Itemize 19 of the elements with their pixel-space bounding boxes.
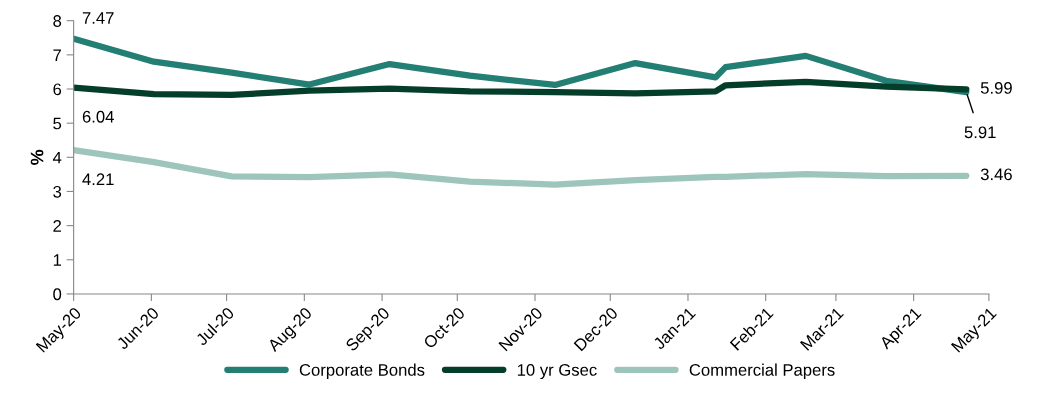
- y-tick-label: 5: [53, 117, 62, 130]
- y-tick-label: 3: [53, 185, 62, 198]
- y-tick-label: 8: [53, 15, 62, 27]
- data-label: 3.46: [980, 168, 1012, 181]
- y-tick-label: 1: [53, 254, 62, 266]
- data-label: 5.91: [964, 126, 996, 139]
- y-tick-label: 2: [53, 220, 61, 232]
- data-label: 6.04: [82, 110, 114, 123]
- y-tick-label: 0: [53, 288, 62, 301]
- y-tick-label: 6: [53, 83, 62, 96]
- legend-label: 10 yr Gsec: [517, 364, 597, 380]
- y-tick-label: 7: [53, 49, 61, 61]
- legend-label: Commercial Papers: [689, 363, 835, 380]
- data-label: 7.47: [82, 12, 114, 24]
- data-label: 4.21: [82, 173, 114, 186]
- y-axis-title: %: [30, 149, 44, 165]
- legend-label: Corporate Bonds: [299, 363, 425, 380]
- y-tick-label: 4: [52, 151, 62, 164]
- data-label: 5.99: [980, 82, 1012, 94]
